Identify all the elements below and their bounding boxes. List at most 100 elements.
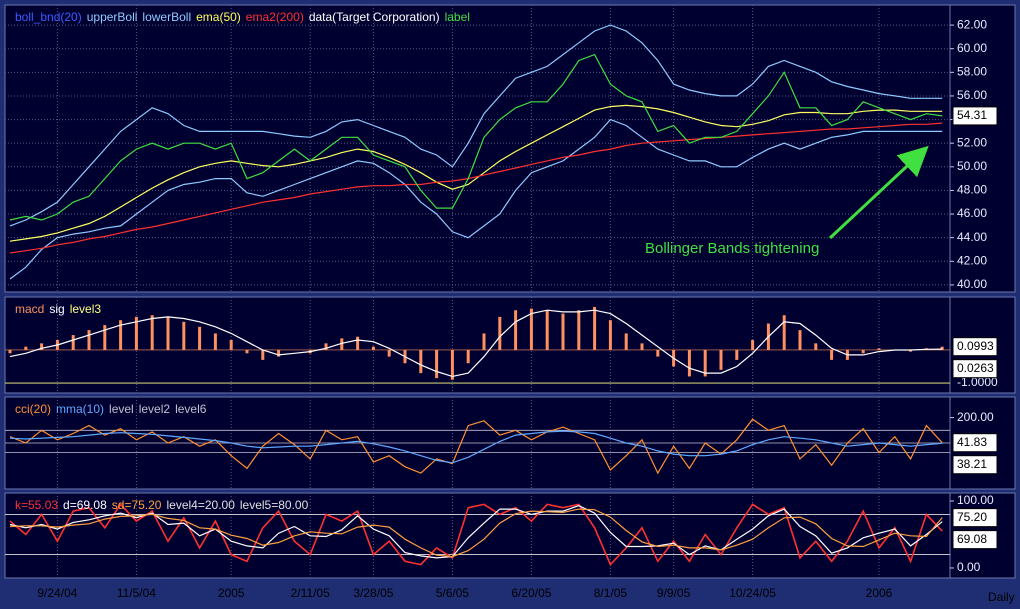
- legend-prefix: boll_bnd(20): [15, 10, 82, 24]
- series-line: [9, 122, 943, 254]
- macd-bar: [40, 343, 44, 350]
- macd-bar: [182, 321, 186, 350]
- series-line: [9, 118, 943, 280]
- legend-entry: data(Target Corporation): [309, 10, 440, 24]
- y-tick-label: 42.00: [957, 253, 987, 267]
- legend-level: level4=20.00: [166, 498, 235, 512]
- macd-bar: [529, 308, 533, 350]
- macd-bar: [514, 310, 518, 350]
- annotation: Bollinger Bands tightening: [645, 240, 819, 257]
- macd-bar: [782, 315, 786, 350]
- series-line: [9, 508, 943, 558]
- x-tick-label: 8/1/05: [594, 586, 628, 600]
- macd-bar: [435, 349, 439, 379]
- panel: [4, 296, 951, 394]
- macd-bar: [735, 349, 739, 360]
- macd-bar: [466, 349, 470, 364]
- macd-bar: [877, 348, 881, 350]
- y-tick-label: 52.00: [957, 135, 987, 149]
- macd-bar: [324, 343, 328, 350]
- x-tick-label: 2/11/05: [291, 586, 330, 600]
- x-tick-label: 6/20/05: [511, 586, 551, 600]
- value-box: [952, 455, 998, 475]
- value-box: [952, 337, 998, 357]
- y-tick-label: 56.00: [957, 88, 987, 102]
- y-tick-label: 46.00: [957, 206, 987, 220]
- series-line: [9, 430, 943, 464]
- series-line: [9, 503, 943, 567]
- macd-bar: [751, 340, 755, 350]
- legend-level: level: [109, 402, 134, 416]
- legend-entry: ema2(200): [246, 10, 304, 24]
- value-box-label: 75.20: [957, 510, 987, 524]
- macd-bar: [356, 336, 360, 350]
- panel: [4, 4, 951, 293]
- legend-entry: macd: [15, 302, 44, 316]
- legend-level: level6: [175, 402, 207, 416]
- macd-bar: [419, 349, 423, 374]
- macd-bar: [119, 320, 123, 350]
- macd-bar: [940, 346, 944, 350]
- series-line: [9, 505, 943, 559]
- macd-bar: [593, 306, 597, 350]
- legend-entry: upperBoll: [87, 10, 138, 24]
- legend-entry: ema(50): [196, 10, 241, 24]
- legend-entry: mma(10): [56, 402, 104, 416]
- macd-bar: [8, 349, 12, 354]
- macd-bar: [371, 346, 375, 350]
- value-box-label: 41.83: [957, 435, 987, 449]
- y-tick-label: 40.00: [957, 277, 987, 291]
- value-box-label: 69.08: [957, 532, 987, 546]
- macd-bar: [245, 349, 249, 354]
- legend: cci(20) mma(10) level level2 level6: [15, 402, 207, 416]
- macd-bar: [87, 330, 91, 350]
- macd-bar: [687, 349, 691, 377]
- macd-bar: [608, 320, 612, 350]
- value-box-label: 0.0263: [957, 361, 994, 375]
- legend-entry: sig: [49, 302, 64, 316]
- y-tick-label: 100.00: [957, 493, 994, 507]
- macd-bar: [340, 338, 344, 350]
- x-tick-label: 9/24/04: [37, 586, 77, 600]
- value-box: [952, 359, 998, 379]
- macd-bar: [545, 310, 549, 350]
- macd-bar: [166, 316, 170, 350]
- x-tick-label: 3/28/05: [353, 586, 393, 600]
- macd-bar: [71, 335, 75, 350]
- macd-bar: [814, 343, 818, 350]
- macd-bar: [624, 333, 628, 350]
- macd-bar: [656, 349, 660, 357]
- legend-entry: k=55.03: [15, 498, 58, 512]
- macd-bar: [277, 349, 281, 357]
- y-tick-label: 62.00: [957, 17, 987, 31]
- series-line: [9, 104, 943, 242]
- y-tick-label: 58.00: [957, 64, 987, 78]
- annotation-arrow: [828, 145, 929, 240]
- macd-bar: [150, 315, 154, 350]
- legend: boll_bnd(20) upperBoll lowerBoll ema(50) ema…: [15, 10, 470, 24]
- x-tick-label: 2006: [866, 586, 893, 600]
- macd-bar: [703, 349, 707, 377]
- macd-bar: [498, 316, 502, 350]
- macd-bar: [450, 349, 454, 380]
- legend-entry: sd=75.20: [112, 498, 162, 512]
- x-tick-label: 5/6/05: [436, 586, 470, 600]
- macd-bar: [134, 316, 138, 350]
- macd-bar: [640, 343, 644, 350]
- value-box-label: 0.0993: [957, 339, 994, 353]
- x-axis-label: Daily: [988, 590, 1015, 604]
- macd-bar: [798, 330, 802, 350]
- legend-level: level2: [139, 402, 171, 416]
- macd-bar: [861, 349, 865, 354]
- y-tick-label: 48.00: [957, 183, 987, 197]
- macd-bar: [213, 333, 217, 350]
- series-line: [9, 418, 943, 475]
- y-tick-label: 200.00: [957, 410, 994, 424]
- value-box: [952, 433, 998, 453]
- series-line: [9, 53, 943, 221]
- macd-bar: [24, 346, 28, 350]
- series-line: [9, 24, 943, 227]
- macd-bar: [387, 349, 391, 357]
- y-tick-label: 60.00: [957, 41, 987, 55]
